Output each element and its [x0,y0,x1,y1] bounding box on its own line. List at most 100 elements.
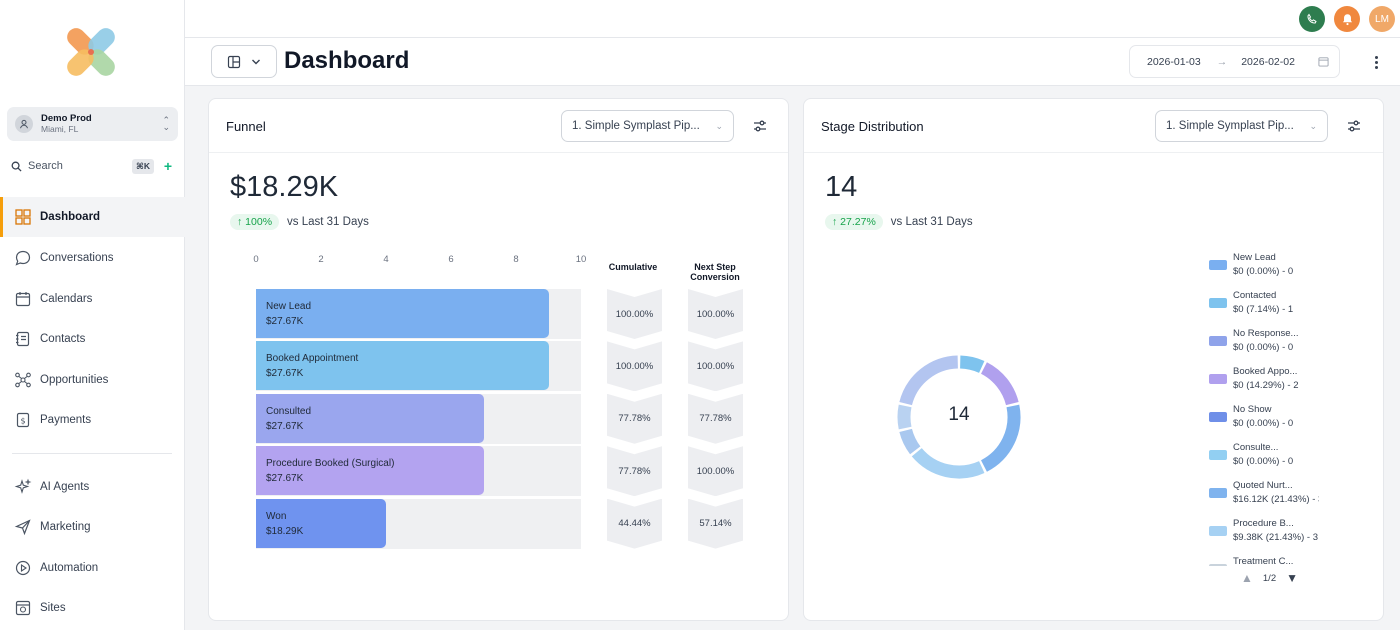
user-avatar[interactable]: LM [1369,6,1395,32]
legend-swatch [1209,412,1227,422]
phone-icon [1307,13,1317,24]
chevron-updown-icon: ⌃ ⌄ [162,115,170,132]
legend-swatch [1209,450,1227,460]
automation-icon [13,558,33,578]
funnel-bar[interactable]: Consulted $27.67K [256,393,484,443]
notifications-button[interactable] [1334,6,1360,32]
funnel-pipeline-select[interactable]: 1. Simple Symplast Pip... ⌄ [561,110,734,142]
sidebar-item-dashboard[interactable]: Dashboard [0,197,185,237]
funnel-title: Funnel [226,119,266,134]
search-row: Search ⌘K + [7,154,178,178]
funnel-bar[interactable]: New Lead $27.67K [256,289,549,338]
sidebar-item-contacts[interactable]: Contacts [0,319,185,359]
brand-logo [67,28,115,76]
donut-slice[interactable] [980,404,1021,472]
legend-value: $0 (14.29%) - 2 [1233,380,1299,391]
legend-swatch [1209,336,1227,346]
donut-slice[interactable] [911,447,985,479]
arrow-right-icon: → [1216,55,1228,68]
sidebar-item-calendars[interactable]: Calendars [0,279,185,319]
account-location: Miami, FL [41,124,79,134]
next-step-cell: 77.78% [688,394,743,444]
page-header: Dashboard 2026-01-03 → 2026-02-02 [185,38,1400,86]
funnel-card: Funnel 1. Simple Symplast Pip... ⌄ $18.2… [208,98,789,621]
sidebar-item-conversations[interactable]: Conversations [0,238,185,278]
legend-name: Procedure B... [1233,518,1294,529]
distribution-title: Stage Distribution [821,119,924,134]
next-step-cell: 100.00% [688,341,743,391]
delta-value: 27.27% [840,216,876,228]
sidebar-item-label: Marketing [40,521,91,533]
sidebar-item-label: AI Agents [40,481,90,493]
legend-name: No Response... [1233,328,1299,339]
stage-legend: New Lead $0 (0.00%) - 0 Contacted $0 (7.14%… [1209,252,1319,566]
cumulative-cell: 77.78% [607,394,662,444]
legend-item[interactable]: Contacted $0 (7.14%) - 1 [1209,290,1319,324]
sidebar-item-automation[interactable]: Automation [0,548,185,588]
legend-item[interactable]: No Response... $0 (0.00%) - 0 [1209,328,1319,362]
legend-name: Booked Appo... [1233,366,1298,377]
sidebar-item-opportunities[interactable]: Opportunities [0,360,185,400]
cumulative-cell: 77.78% [607,446,662,496]
axis-tick-label: 0 [253,254,259,265]
sidebar-item-ai-agents[interactable]: AI Agents [0,467,185,507]
quick-add-icon[interactable]: + [163,158,173,174]
pager-label: 1/2 [1262,572,1277,584]
pipeline-select-value: 1. Simple Symplast Pip... [1166,120,1294,132]
triangle-down-icon[interactable]: ▼ [1286,571,1298,585]
account-switcher[interactable]: Demo Prod Miami, FL ⌃ ⌄ [7,107,178,141]
next-step-cell: 57.14% [688,499,743,549]
legend-swatch [1209,374,1227,384]
legend-item[interactable]: Consulte... $0 (0.00%) - 0 [1209,442,1319,476]
donut-slice[interactable] [959,355,985,373]
sidebar-item-label: Contacts [40,333,86,345]
legend-item[interactable]: Procedure B... $9.38K (21.43%) - 3 [1209,518,1319,552]
axis-tick-label: 10 [575,254,587,265]
donut-slice[interactable] [899,428,921,455]
funnel-bar[interactable]: Procedure Booked (Surgical) $27.67K [256,446,484,496]
funnel-bar[interactable]: Booked Appointment $27.67K [256,341,549,391]
stage-name: New Lead [266,301,312,312]
opportunities-icon [13,370,33,390]
date-range-picker[interactable]: 2026-01-03 → 2026-02-02 [1129,45,1340,78]
more-options-icon[interactable] [1371,50,1381,74]
filter-settings-icon[interactable] [1346,119,1362,133]
cumulative-cell: 100.00% [607,289,662,339]
axis-tick-label: 8 [513,254,519,265]
donut-slice[interactable] [897,404,912,430]
layout-switcher-button[interactable] [211,45,277,78]
funnel-bar[interactable]: Won $18.29K [256,498,386,548]
sidebar-item-marketing[interactable]: Marketing [0,507,185,547]
layout-icon [227,55,241,68]
sidebar-item-payments[interactable]: $ Payments [0,400,185,440]
phone-button[interactable] [1299,6,1325,32]
stage-donut-chart[interactable] [896,354,1022,480]
legend-item[interactable]: Quoted Nurt... $16.12K (21.43%) - 3 [1209,480,1319,514]
legend-item[interactable]: New Lead $0 (0.00%) - 0 [1209,252,1319,286]
search-input[interactable]: Search ⌘K [7,154,158,178]
donut-slice[interactable] [980,362,1019,406]
legend-value: $0 (0.00%) - 0 [1233,342,1294,353]
triangle-up-icon[interactable]: ▲ [1241,571,1253,585]
legend-item[interactable]: Treatment C... [1209,556,1319,566]
sparkle-icon [13,477,33,497]
legend-name: Contacted [1233,290,1277,301]
stage-name: Won [266,510,287,522]
donut-slice[interactable] [899,355,959,406]
sidebar-item-sites[interactable]: Sites [0,588,185,628]
legend-item[interactable]: Booked Appo... $0 (14.29%) - 2 [1209,366,1319,400]
legend-value: $0 (0.00%) - 0 [1233,418,1294,429]
date-to: 2026-02-02 [1241,55,1295,68]
filter-settings-icon[interactable] [752,119,768,133]
chevron-down-icon [252,59,260,64]
stage-name: Procedure Booked (Surgical) [266,458,395,470]
account-avatar [15,115,33,133]
legend-item[interactable]: No Show $0 (0.00%) - 0 [1209,404,1319,438]
chevron-down-icon: ⌄ [715,120,723,131]
axis-tick-label: 4 [383,254,389,265]
next-step-cell: 100.00% [688,446,743,496]
distribution-pipeline-select[interactable]: 1. Simple Symplast Pip... ⌄ [1155,110,1328,142]
axis-tick-label: 6 [448,254,454,265]
sidebar-item-label: Calendars [40,293,93,305]
legend-value: $0 (0.00%) - 0 [1233,456,1294,467]
